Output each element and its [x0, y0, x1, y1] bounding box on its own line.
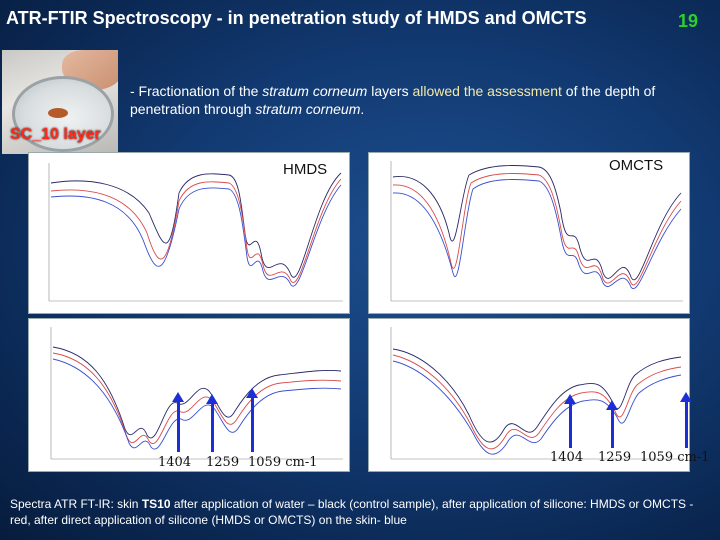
- note-text-3: layers: [367, 83, 413, 99]
- note-text-2: stratum corneum: [262, 83, 368, 99]
- sample-shape: [48, 108, 68, 118]
- spectrum-plot-hmds-zoom: [50, 327, 343, 460]
- spectrum-plot-omcts-zoom: [390, 327, 683, 460]
- arrow-head: [606, 400, 618, 410]
- peak-label-1059-right: 1059 cm-1: [640, 450, 710, 465]
- panel-label-hmds: HMDS: [283, 161, 328, 178]
- spectrum-plot-hmds-full: [48, 163, 343, 302]
- peak-label-1259-left: 1259: [206, 455, 240, 470]
- petri-dish-shape: [12, 76, 114, 152]
- panel-label-omcts: OMCTS: [609, 157, 664, 174]
- caption-bold: TS10: [141, 497, 171, 511]
- caption-text-1: Spectra ATR FT-IR: skin: [10, 497, 142, 511]
- arrow-head: [206, 394, 218, 404]
- spectrum-panel-omcts-full: OMCTS: [368, 152, 690, 314]
- arrow-head: [564, 394, 576, 404]
- note-text-6: stratum corneum: [255, 101, 361, 117]
- arrow-shaft: [177, 400, 180, 452]
- arrow-head: [246, 388, 258, 398]
- note-text-5: of the depth of penetration through: [130, 83, 656, 117]
- arrow-shaft: [251, 396, 254, 452]
- spectrum-plot-omcts-full: [390, 161, 683, 302]
- figure-caption: Spectra ATR FT-IR: skin TS10 after appli…: [10, 496, 710, 528]
- note-text-7: .: [360, 101, 365, 117]
- arrow-shaft: [611, 408, 614, 448]
- spectrum-panel-omcts-zoom: [368, 318, 690, 472]
- arrow-shaft: [211, 402, 214, 452]
- peak-label-1404-right: 1404: [550, 450, 584, 465]
- peak-label-1404-left: 1404: [158, 455, 192, 470]
- photo-label: SC_10 layer: [10, 126, 101, 143]
- note-text-1: - Fractionation of the: [130, 83, 263, 99]
- fractionation-note: - Fractionation of the stratum corneum l…: [130, 82, 690, 118]
- note-text-4: allowed the assessment: [412, 83, 562, 99]
- arrow-head: [172, 392, 184, 402]
- arrow-head: [680, 392, 692, 402]
- spectrum-panel-hmds-zoom: [28, 318, 350, 472]
- slide-title: ATR-FTIR Spectroscopy - in penetration s…: [6, 8, 587, 28]
- slide-number: 19: [678, 11, 699, 31]
- arrow-shaft: [569, 402, 572, 448]
- caption-text-2: after application of water – black (cont…: [10, 497, 694, 527]
- peak-label-1259-right: 1259: [598, 450, 632, 465]
- skin-sample-photo: [2, 50, 118, 154]
- spectrum-panel-hmds-full: HMDS: [28, 152, 350, 314]
- peak-label-1059-left: 1059 cm-1: [248, 455, 318, 470]
- arrow-shaft: [685, 400, 688, 448]
